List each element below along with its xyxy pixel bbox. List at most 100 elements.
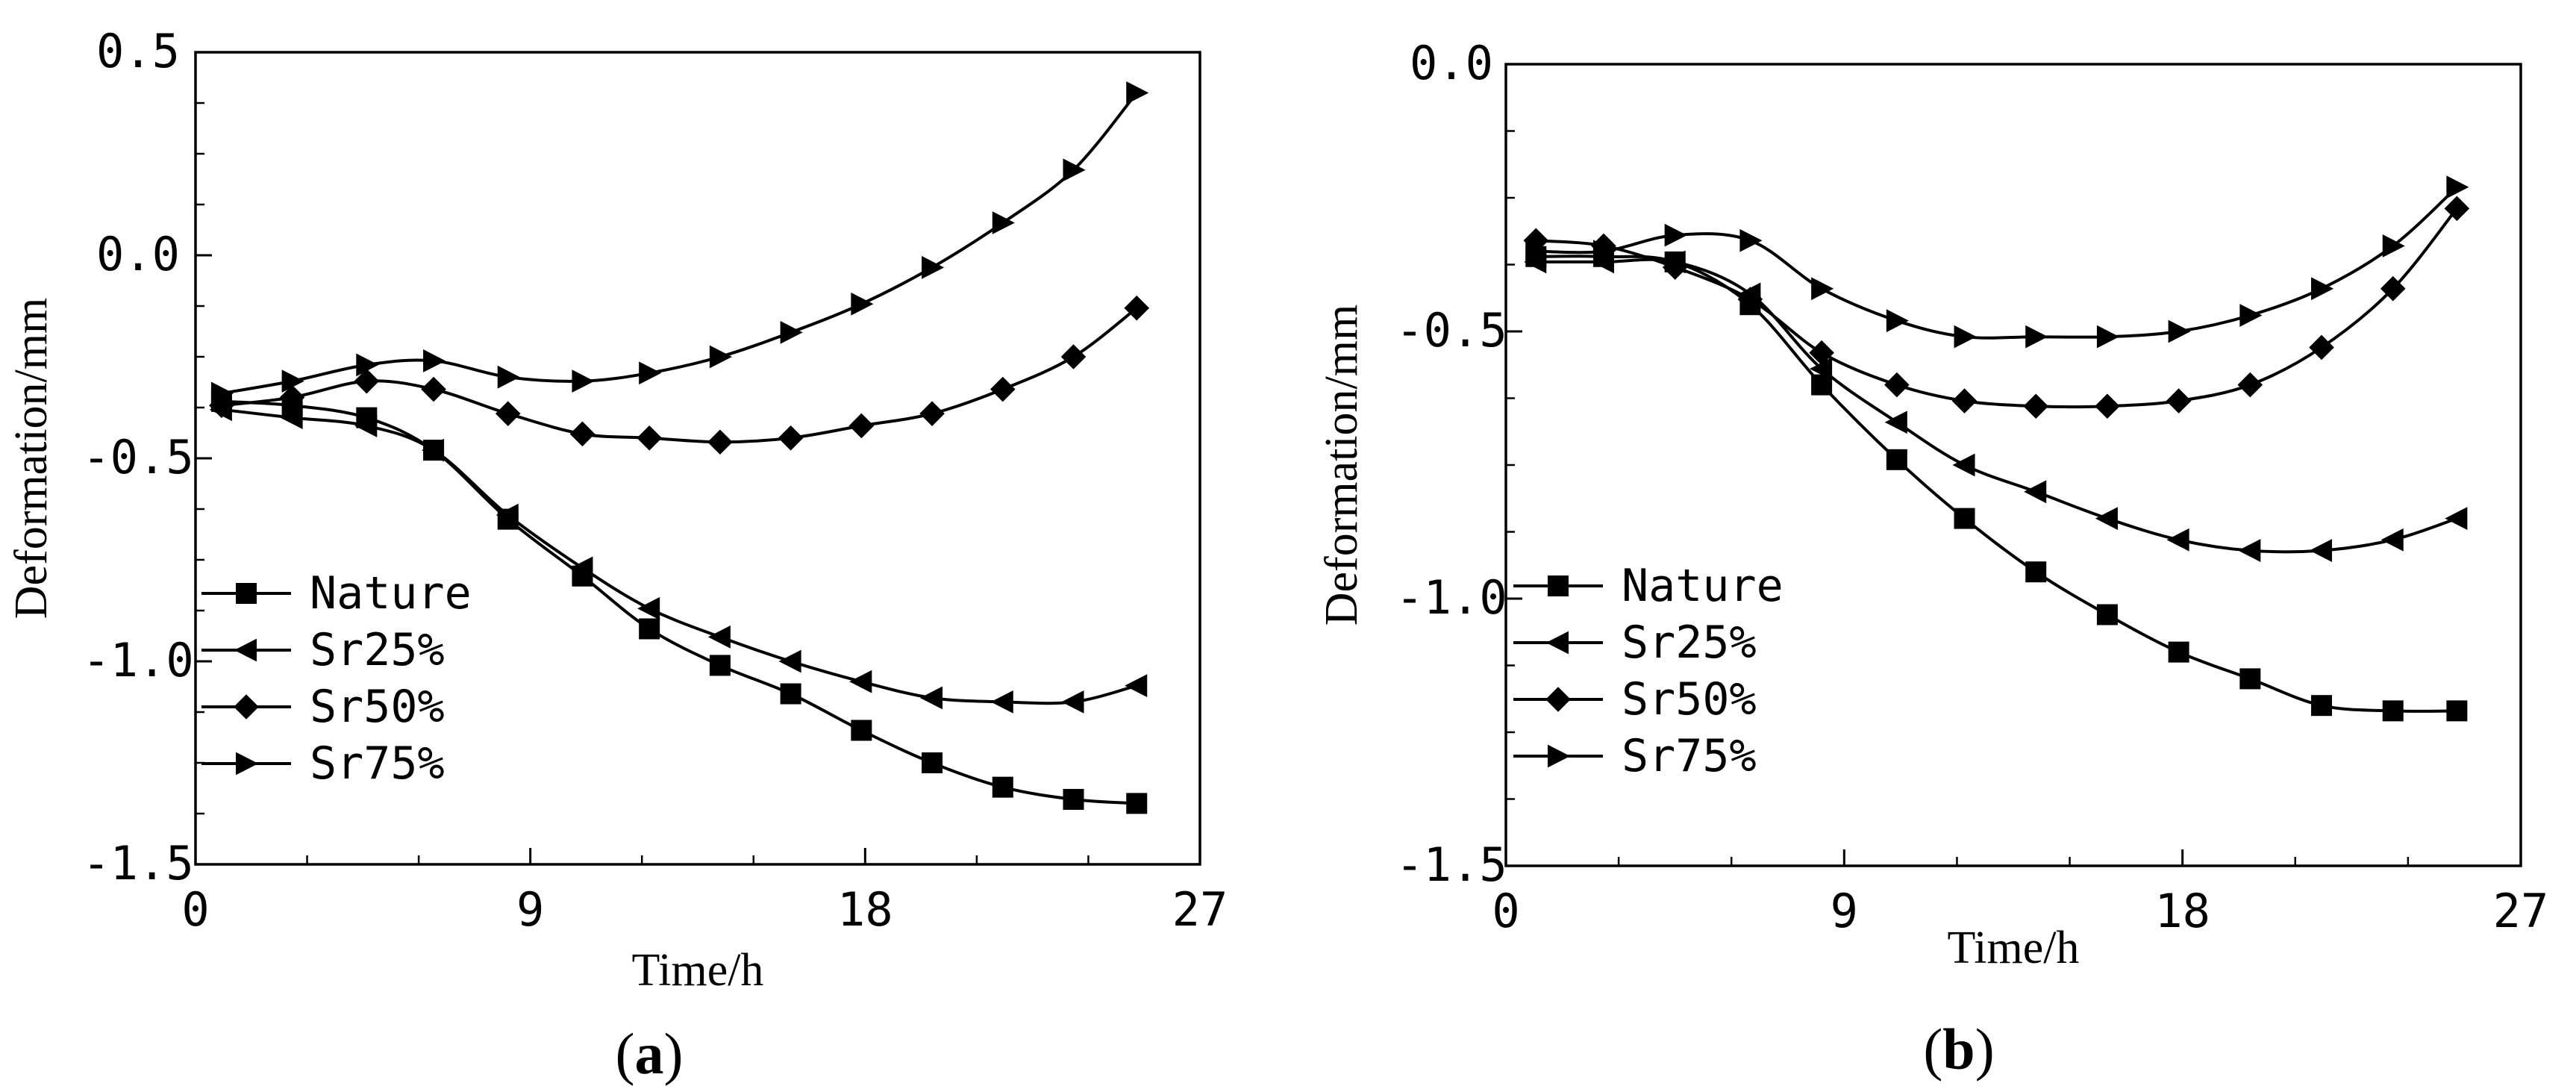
data-point-marker	[572, 369, 595, 393]
series-line	[1536, 255, 2457, 713]
data-point-marker	[1810, 357, 1833, 381]
data-point-marker	[1884, 411, 1907, 434]
data-point-marker	[495, 503, 519, 527]
series-sr75-pct	[1525, 175, 2469, 349]
x-tick-label: 9	[1831, 884, 1858, 938]
series-sr50-pct	[209, 295, 1150, 455]
data-point-marker	[2382, 234, 2405, 258]
data-point-marker	[2095, 507, 2118, 530]
legend-item: Sr25%	[201, 624, 445, 676]
y-tick-label: -1.5	[1395, 837, 1507, 892]
data-point-marker	[1592, 240, 1616, 263]
data-point-marker	[2168, 641, 2189, 663]
legend-label: Sr25%	[310, 624, 445, 676]
data-point-marker	[992, 211, 1015, 234]
data-point-marker	[421, 438, 445, 462]
x-tick-label: 9	[516, 882, 544, 937]
y-axis-title: Deformation/mm	[1316, 305, 1367, 625]
legend-item: Nature	[201, 567, 472, 620]
y-tick-label: 0.0	[1410, 36, 1493, 90]
legend-label: Nature	[1622, 560, 1783, 612]
legend-marker	[1548, 575, 1569, 596]
data-point-marker	[778, 649, 801, 673]
data-point-marker	[1524, 250, 1547, 274]
series-sr25-pct	[1524, 250, 2468, 562]
panel-letter: b	[1942, 1017, 1975, 1082]
data-point-marker	[2168, 319, 2191, 343]
series-sr75-pct	[210, 81, 1149, 405]
data-point-marker	[281, 369, 304, 393]
data-point-marker	[1126, 793, 1148, 814]
y-tick-label: 0.0	[96, 227, 180, 281]
data-point-marker	[1525, 240, 1548, 263]
data-point-marker	[497, 365, 520, 389]
data-point-marker	[851, 292, 874, 316]
data-point-marker	[2311, 695, 2333, 717]
panel-label: (a)	[616, 1021, 684, 1086]
data-point-marker	[2382, 700, 2404, 722]
data-point-marker	[1662, 255, 1688, 280]
data-point-marker	[1124, 295, 1150, 321]
data-point-marker	[2380, 528, 2404, 552]
data-point-marker	[209, 393, 234, 419]
data-point-marker	[780, 683, 801, 705]
legend-marker	[236, 583, 257, 604]
x-tick-label: 27	[2493, 884, 2549, 938]
legend-marker	[234, 638, 257, 662]
data-point-marker	[1952, 453, 1975, 477]
legend-item: Sr50%	[201, 681, 445, 733]
data-point-marker	[2238, 539, 2261, 562]
data-point-marker	[2024, 480, 2047, 504]
data-point-marker	[637, 425, 662, 451]
x-axis-title: Time/h	[632, 945, 764, 996]
data-point-marker	[1954, 508, 1975, 529]
legend-item: Sr25%	[1513, 617, 1757, 669]
data-point-marker	[1884, 372, 1910, 398]
legend-label: Nature	[310, 567, 472, 620]
y-tick-label: 0.5	[96, 24, 180, 78]
legend-label: Sr50%	[310, 681, 445, 733]
series-line	[221, 92, 1138, 395]
y-tick-label: -1.0	[82, 633, 193, 687]
data-point-marker	[851, 720, 872, 741]
data-point-marker	[570, 556, 593, 580]
data-point-marker	[1954, 325, 1977, 349]
data-point-marker	[2309, 539, 2333, 562]
data-point-marker	[210, 381, 234, 405]
data-point-marker	[280, 406, 303, 429]
series-line	[1536, 258, 2458, 554]
data-point-marker	[2095, 393, 2120, 419]
legend-label: Sr50%	[1622, 673, 1757, 726]
legend-marker	[1545, 687, 1571, 712]
data-point-marker	[709, 345, 733, 369]
data-point-marker	[709, 655, 731, 676]
data-point-marker	[1061, 690, 1084, 714]
data-point-marker	[1811, 277, 1834, 301]
legend-item: Sr75%	[201, 737, 445, 790]
data-point-marker	[2166, 528, 2189, 552]
data-point-marker	[423, 349, 446, 372]
panel-letter: a	[635, 1021, 664, 1086]
data-point-marker	[1591, 250, 1614, 274]
x-tick-label: 18	[2154, 884, 2210, 938]
series-line	[221, 399, 1137, 805]
data-point-marker	[2380, 275, 2406, 302]
data-point-marker	[639, 618, 660, 640]
data-point-marker	[1886, 309, 1909, 333]
data-point-marker	[707, 429, 733, 455]
data-point-marker	[356, 353, 379, 377]
data-point-marker	[2096, 325, 2120, 349]
data-point-marker	[919, 686, 943, 710]
data-point-marker	[2445, 507, 2468, 530]
data-point-marker	[569, 421, 595, 447]
data-point-marker	[848, 413, 875, 439]
data-point-marker	[2237, 372, 2263, 398]
data-point-marker	[1951, 388, 1978, 414]
y-tick-label: -1.5	[82, 836, 193, 890]
data-point-marker	[1886, 449, 1907, 470]
data-point-marker	[990, 690, 1013, 714]
legend-marker	[1548, 744, 1571, 768]
data-point-marker	[495, 401, 521, 426]
data-point-marker	[778, 425, 804, 451]
